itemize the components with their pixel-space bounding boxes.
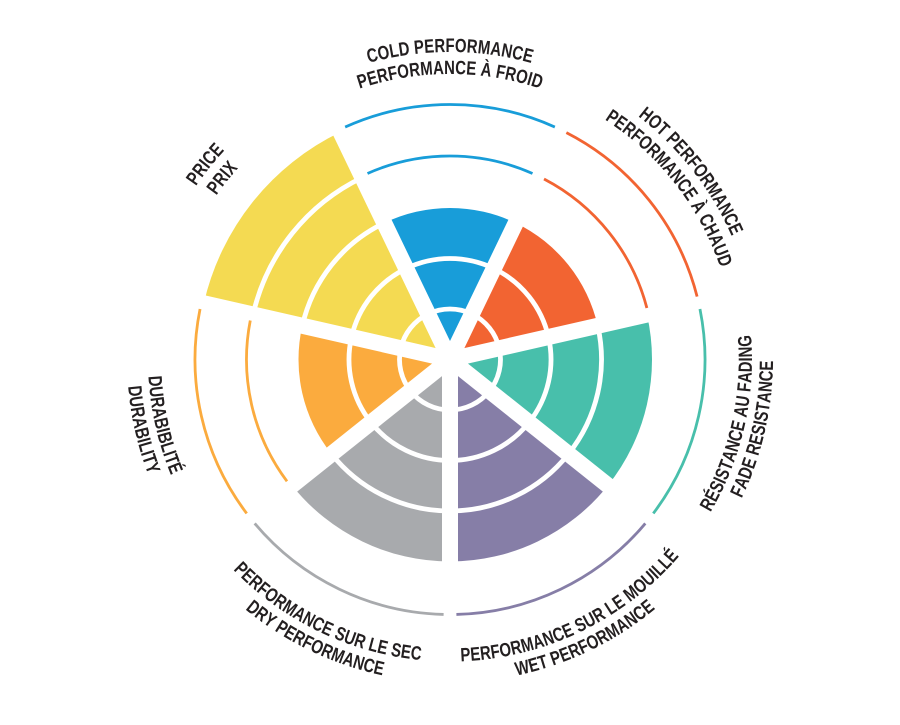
svg-text:M: M <box>477 35 492 59</box>
svg-text:D: D <box>124 385 147 398</box>
svg-text:I: I <box>159 448 182 459</box>
svg-text:R: R <box>434 34 446 57</box>
svg-text:I: I <box>133 435 156 445</box>
svg-text:À: À <box>480 58 493 82</box>
svg-text:E: E <box>755 360 778 370</box>
svg-text:A: A <box>729 404 753 419</box>
svg-text:A: A <box>733 371 756 383</box>
svg-text:E: E <box>469 642 481 665</box>
svg-text:I: I <box>748 419 771 428</box>
svg-text:R: R <box>408 58 422 82</box>
svg-text:O: O <box>497 638 513 662</box>
svg-text:A: A <box>752 390 776 403</box>
svg-text:R: R <box>479 641 493 665</box>
svg-text:I: I <box>137 448 160 459</box>
svg-text:S: S <box>746 423 770 438</box>
svg-text:P: P <box>460 643 471 666</box>
svg-text:C: C <box>364 43 380 67</box>
svg-text:E: E <box>372 656 387 680</box>
svg-text:O: O <box>375 40 391 64</box>
svg-text:O: O <box>455 34 467 57</box>
svg-text:G: G <box>733 334 756 347</box>
svg-text:N: N <box>500 39 515 63</box>
svg-text:F: F <box>386 61 399 85</box>
svg-text:B: B <box>130 425 154 441</box>
svg-text:P: P <box>413 35 425 58</box>
svg-text:U: U <box>731 394 755 408</box>
svg-text:U: U <box>125 395 149 409</box>
svg-text:L: L <box>387 39 400 63</box>
svg-text:C: C <box>754 370 777 382</box>
svg-text:O: O <box>396 59 411 83</box>
svg-text:F: F <box>494 60 507 84</box>
svg-text:C: C <box>455 56 467 79</box>
svg-text:U: U <box>145 385 168 398</box>
svg-text:F: F <box>445 34 454 56</box>
svg-text:O: O <box>514 64 531 89</box>
svg-text:A: A <box>489 37 503 61</box>
svg-text:M: M <box>518 632 536 657</box>
svg-text:S: S <box>749 409 773 423</box>
svg-text:R: R <box>146 395 170 409</box>
svg-text:I: I <box>734 357 756 361</box>
svg-text:D: D <box>734 361 757 372</box>
svg-text:E: E <box>423 34 434 57</box>
svg-text:N: N <box>754 380 777 393</box>
svg-text:A: A <box>433 56 445 79</box>
svg-text:N: N <box>444 56 455 78</box>
svg-text:N: N <box>734 346 757 357</box>
svg-text:R: R <box>503 62 519 86</box>
svg-text:E: E <box>375 635 390 659</box>
svg-text:A: A <box>128 415 152 430</box>
svg-text:E: E <box>466 57 478 80</box>
svg-text:I: I <box>525 67 535 90</box>
svg-text:D: D <box>397 37 411 61</box>
svg-text:I: I <box>152 426 175 435</box>
svg-text:B: B <box>150 415 174 430</box>
svg-text:W: W <box>513 655 532 680</box>
svg-text:C: C <box>510 41 525 65</box>
svg-text:F: F <box>489 640 501 664</box>
svg-text:E: E <box>726 418 750 433</box>
svg-text:A: A <box>148 405 172 420</box>
svg-text:C: C <box>410 641 423 664</box>
svg-text:R: R <box>126 405 150 420</box>
svg-text:S: S <box>389 638 403 662</box>
svg-text:E: E <box>400 640 413 664</box>
svg-text:T: T <box>751 400 775 413</box>
svg-text:R: R <box>466 35 479 58</box>
svg-text:F: F <box>732 382 755 393</box>
svg-text:D: D <box>144 375 167 387</box>
svg-text:M: M <box>419 57 433 80</box>
